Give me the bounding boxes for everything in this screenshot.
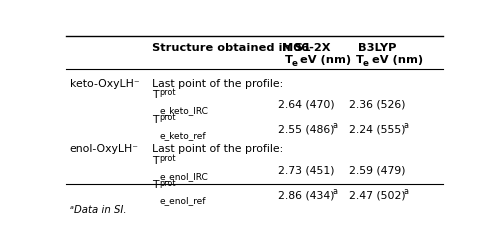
Text: 2.73 (451): 2.73 (451) <box>278 165 334 175</box>
Text: Last point of the profile:: Last point of the profile: <box>152 144 284 154</box>
Text: 2.47 (502): 2.47 (502) <box>349 190 406 200</box>
Text: e_keto_IRC: e_keto_IRC <box>159 106 208 115</box>
Text: T: T <box>356 55 364 65</box>
Text: ᵃData in SI.: ᵃData in SI. <box>69 205 126 215</box>
Text: 2.36 (526): 2.36 (526) <box>349 100 405 110</box>
Text: Last point of the profile:: Last point of the profile: <box>152 79 284 88</box>
Text: a: a <box>403 187 408 196</box>
Text: T: T <box>152 115 159 124</box>
Text: prot: prot <box>159 113 176 122</box>
Text: 2.24 (555): 2.24 (555) <box>349 124 405 135</box>
Text: Structure obtained in S1: Structure obtained in S1 <box>152 43 311 53</box>
Text: B3LYP: B3LYP <box>358 43 396 53</box>
Text: a: a <box>332 187 337 196</box>
Text: a: a <box>403 121 408 130</box>
Text: M06-2X: M06-2X <box>282 43 330 53</box>
Text: eV (nm): eV (nm) <box>297 55 352 65</box>
Text: T: T <box>285 55 293 65</box>
Text: T: T <box>152 180 159 190</box>
Text: 2.55 (486): 2.55 (486) <box>278 124 334 135</box>
Text: eV (nm): eV (nm) <box>368 55 423 65</box>
Text: e_enol_ref: e_enol_ref <box>159 196 206 205</box>
Text: keto-OxyLH⁻: keto-OxyLH⁻ <box>69 79 139 88</box>
Text: T: T <box>152 156 159 166</box>
Text: 2.86 (434): 2.86 (434) <box>278 190 334 200</box>
Text: 2.64 (470): 2.64 (470) <box>278 100 334 110</box>
Text: prot: prot <box>159 154 176 163</box>
Text: enol-OxyLH⁻: enol-OxyLH⁻ <box>69 144 139 154</box>
Text: 2.59 (479): 2.59 (479) <box>349 165 405 175</box>
Text: e_enol_IRC: e_enol_IRC <box>159 172 208 181</box>
Text: e: e <box>292 59 298 68</box>
Text: prot: prot <box>159 88 176 98</box>
Text: prot: prot <box>159 179 176 188</box>
Text: T: T <box>152 90 159 100</box>
Text: e: e <box>363 59 369 68</box>
Text: a: a <box>332 121 337 130</box>
Text: e_keto_ref: e_keto_ref <box>159 131 206 140</box>
